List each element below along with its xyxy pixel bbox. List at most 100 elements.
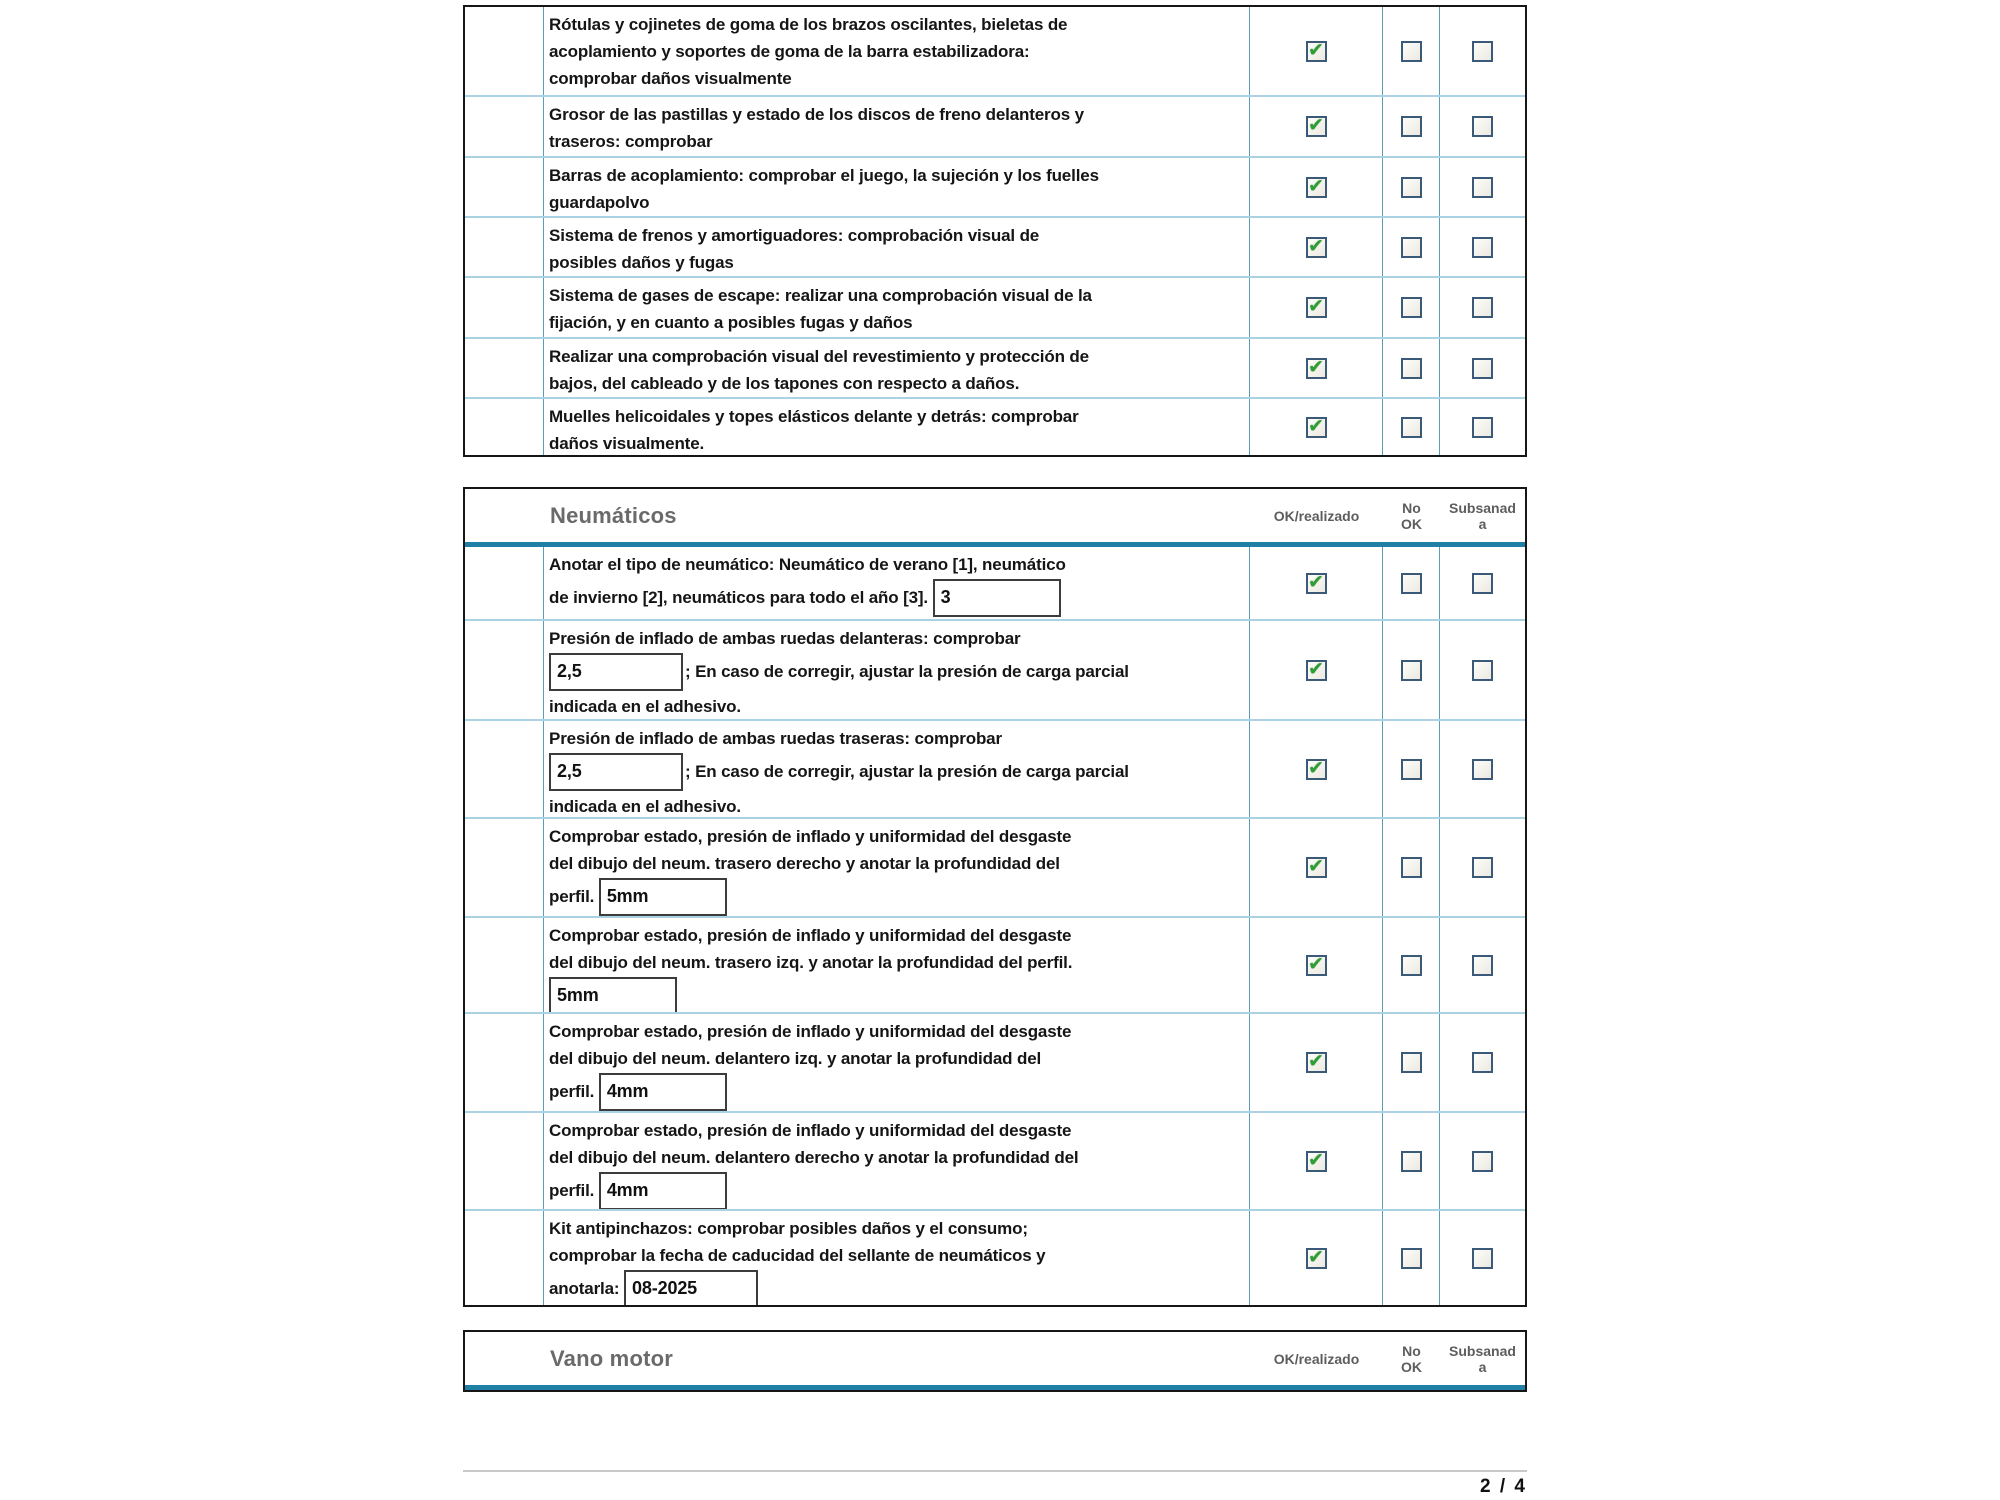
- checkbox-ok-checked[interactable]: ✔: [1305, 176, 1327, 198]
- rear-pressure-input[interactable]: 2,5: [549, 753, 683, 791]
- table-row: Barras de acoplamiento: comprobar el jue…: [465, 156, 1525, 216]
- table-continued-items: Rótulas y cojinetes de goma de los brazo…: [463, 5, 1527, 457]
- checkbox-subsanada-unchecked[interactable]: [1472, 357, 1493, 379]
- checkbox-cell: [1440, 97, 1525, 156]
- checkbox-cell: [1383, 97, 1440, 156]
- checkbox-cell: ✔: [1250, 1211, 1383, 1305]
- checkbox-subsanada-unchecked[interactable]: [1472, 1052, 1493, 1073]
- row-index-cell: [465, 97, 544, 156]
- checkbox-ok-checked[interactable]: ✔: [1305, 1149, 1327, 1172]
- checkbox-ok-checked[interactable]: ✔: [1305, 40, 1327, 62]
- row-index-cell: [465, 721, 544, 817]
- checkbox-ok-checked[interactable]: ✔: [1305, 571, 1327, 594]
- item-text-cell: Barras de acoplamiento: comprobar el jue…: [544, 158, 1250, 216]
- item-description: Realizar una comprobación visual del rev…: [549, 347, 1089, 393]
- tread-rear-left-input[interactable]: 5mm: [549, 977, 677, 1012]
- check-icon: ✔: [1308, 1051, 1324, 1072]
- check-icon: ✔: [1308, 856, 1324, 877]
- checkbox-cell: [1383, 218, 1440, 276]
- checkbox-ok-checked[interactable]: ✔: [1305, 1247, 1327, 1269]
- table-row: Comprobar estado, presión de inflado y u…: [465, 817, 1525, 916]
- checkbox-cell: [1383, 721, 1440, 817]
- checkbox-subsanada-unchecked[interactable]: [1472, 40, 1493, 62]
- tread-rear-right-input[interactable]: 5mm: [598, 878, 727, 916]
- checkbox-ok-checked[interactable]: ✔: [1305, 954, 1327, 976]
- checkbox-ok-checked[interactable]: ✔: [1305, 297, 1327, 318]
- checkbox-no-ok-unchecked[interactable]: [1400, 357, 1422, 379]
- checkbox-cell: ✔: [1250, 819, 1383, 916]
- item-text-cell: Presión de inflado de ambas ruedas trase…: [544, 721, 1250, 817]
- checkbox-cell: [1440, 158, 1525, 216]
- checkbox-ok-checked[interactable]: ✔: [1305, 1051, 1327, 1073]
- checkbox-no-ok-unchecked[interactable]: [1400, 176, 1422, 198]
- checkbox-subsanada-unchecked[interactable]: [1472, 116, 1493, 137]
- checkbox-no-ok-unchecked[interactable]: [1400, 416, 1422, 438]
- table-row: Muelles helicoidales y topes elásticos d…: [465, 397, 1525, 455]
- item-description: Anotar el tipo de neumático: Neumático d…: [549, 555, 1066, 607]
- checkbox-subsanada-unchecked[interactable]: [1472, 297, 1493, 318]
- checkbox-cell: ✔: [1250, 339, 1383, 397]
- checkbox-cell: ✔: [1250, 158, 1383, 216]
- checkbox-no-ok-unchecked[interactable]: [1400, 954, 1422, 976]
- checkbox-subsanada-unchecked[interactable]: [1472, 416, 1493, 438]
- checkbox-subsanada-unchecked[interactable]: [1472, 1150, 1493, 1172]
- item-description: Presión de inflado de ambas ruedas trase…: [549, 729, 1002, 748]
- item-text-cell: Muelles helicoidales y topes elásticos d…: [544, 399, 1250, 455]
- checkbox-ok-checked[interactable]: ✔: [1305, 415, 1327, 438]
- item-text-cell: Kit antipinchazos: comprobar posibles da…: [544, 1211, 1250, 1305]
- checkbox-cell: [1440, 7, 1525, 95]
- checkbox-subsanada-unchecked[interactable]: [1472, 857, 1493, 878]
- table-vano-motor: Vano motor OK/realizado No OK Subsanad a: [463, 1330, 1527, 1392]
- row-index-cell: [465, 621, 544, 719]
- checkbox-no-ok-unchecked[interactable]: [1400, 1052, 1422, 1073]
- section-header: Neumáticos OK/realizado No OK Subsanad a: [465, 489, 1525, 547]
- checkbox-no-ok-unchecked[interactable]: [1400, 857, 1422, 878]
- checkbox-cell: [1440, 1211, 1525, 1305]
- checkbox-no-ok-unchecked[interactable]: [1400, 758, 1422, 780]
- checkbox-subsanada-unchecked[interactable]: [1472, 954, 1493, 976]
- row-index-cell: [465, 918, 544, 1012]
- table-row: Presión de inflado de ambas ruedas trase…: [465, 719, 1525, 817]
- table-row: Rótulas y cojinetes de goma de los brazo…: [465, 7, 1525, 95]
- table-row: Comprobar estado, presión de inflado y u…: [465, 916, 1525, 1012]
- table-row: Anotar el tipo de neumático: Neumático d…: [465, 547, 1525, 619]
- table-row: Comprobar estado, presión de inflado y u…: [465, 1111, 1525, 1209]
- front-pressure-input[interactable]: 2,5: [549, 653, 683, 691]
- checkbox-ok-checked[interactable]: ✔: [1305, 236, 1327, 258]
- checkbox-ok-checked[interactable]: ✔: [1305, 758, 1327, 780]
- tread-front-left-input[interactable]: 4mm: [598, 1073, 727, 1111]
- checkbox-subsanada-unchecked[interactable]: [1472, 236, 1493, 258]
- check-icon: ✔: [1308, 415, 1324, 437]
- checkbox-no-ok-unchecked[interactable]: [1400, 236, 1422, 258]
- checkbox-ok-checked[interactable]: ✔: [1305, 658, 1327, 681]
- sealant-expiry-input[interactable]: 08-2025: [624, 1270, 759, 1305]
- checkbox-cell: [1440, 399, 1525, 455]
- checkbox-subsanada-unchecked[interactable]: [1472, 572, 1493, 594]
- check-icon: ✔: [1308, 1149, 1324, 1171]
- checkbox-no-ok-unchecked[interactable]: [1400, 116, 1422, 137]
- checkbox-no-ok-unchecked[interactable]: [1400, 297, 1422, 318]
- checkbox-no-ok-unchecked[interactable]: [1400, 572, 1422, 594]
- checkbox-cell: [1383, 7, 1440, 95]
- checkbox-no-ok-unchecked[interactable]: [1400, 659, 1422, 681]
- checkbox-no-ok-unchecked[interactable]: [1400, 1247, 1422, 1269]
- item-text-cell: Presión de inflado de ambas ruedas delan…: [544, 621, 1250, 719]
- check-icon: ✔: [1308, 571, 1324, 593]
- checkbox-no-ok-unchecked[interactable]: [1400, 40, 1422, 62]
- checkbox-ok-checked[interactable]: ✔: [1305, 856, 1327, 878]
- checkbox-cell: ✔: [1250, 1113, 1383, 1209]
- checkbox-cell: [1383, 621, 1440, 719]
- checkbox-ok-checked[interactable]: ✔: [1305, 357, 1327, 379]
- checkbox-subsanada-unchecked[interactable]: [1472, 1247, 1493, 1269]
- check-icon: ✔: [1308, 658, 1324, 680]
- item-description: Comprobar estado, presión de inflado y u…: [549, 1121, 1079, 1200]
- tire-type-input[interactable]: 3: [932, 579, 1061, 617]
- checkbox-cell: [1440, 547, 1525, 619]
- checkbox-subsanada-unchecked[interactable]: [1472, 758, 1493, 780]
- checkbox-subsanada-unchecked[interactable]: [1472, 176, 1493, 198]
- tread-front-right-input[interactable]: 4mm: [598, 1172, 727, 1209]
- checkbox-subsanada-unchecked[interactable]: [1472, 659, 1493, 681]
- checkbox-ok-checked[interactable]: ✔: [1305, 116, 1327, 137]
- item-text-cell: Anotar el tipo de neumático: Neumático d…: [544, 547, 1250, 619]
- checkbox-no-ok-unchecked[interactable]: [1400, 1150, 1422, 1172]
